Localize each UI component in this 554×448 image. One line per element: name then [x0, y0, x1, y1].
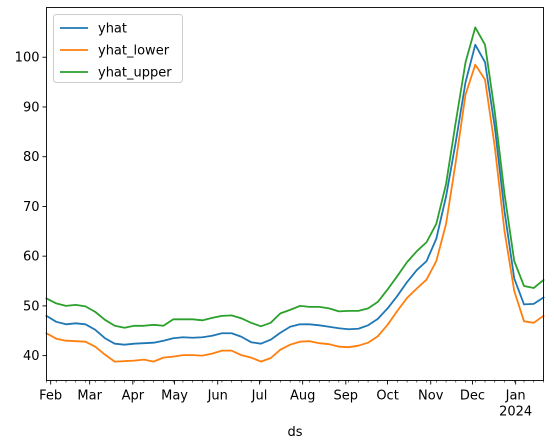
x-axis-title: ds — [287, 425, 302, 440]
x-tick-label: May — [161, 389, 188, 404]
x-tick-label: Mar — [77, 389, 102, 404]
series-line-yhat — [45, 43, 545, 346]
series-line-yhat-upper — [45, 26, 545, 329]
x-tick-label: Dec — [460, 389, 485, 404]
x-tick-label: Oct — [376, 389, 398, 404]
y-tick-label: 60 — [23, 250, 40, 265]
series-line-yhat-lower — [45, 63, 545, 363]
x-tick-label: Jun — [207, 389, 228, 404]
x-tick-label: Sep — [334, 389, 359, 404]
legend: yhat yhat_lower yhat_upper — [53, 14, 183, 83]
y-tick-label: 80 — [23, 150, 40, 165]
y-tick-label: 100 — [15, 51, 40, 66]
plot-area-frame — [46, 7, 544, 381]
y-tick-label: 40 — [23, 349, 40, 364]
x-tick-sublabel: 2024 — [499, 405, 532, 420]
y-axis: 40 50 60 70 80 90 100 — [15, 51, 47, 364]
y-tick-label: 50 — [23, 299, 40, 314]
x-tick-label: Nov — [418, 389, 444, 404]
y-tick-label: 70 — [23, 200, 40, 215]
legend-label-yhat: yhat — [98, 22, 127, 37]
x-tick-label: Jul — [251, 389, 268, 404]
legend-label-yhat-upper: yhat_upper — [98, 66, 172, 81]
x-tick-label: Aug — [290, 389, 315, 404]
y-tick-label: 90 — [23, 100, 40, 115]
legend-frame — [53, 14, 183, 83]
x-tick-label: Feb — [39, 389, 62, 404]
series-group — [45, 26, 545, 363]
x-tick-label: Apr — [122, 389, 145, 404]
legend-label-yhat-lower: yhat_lower — [98, 44, 170, 59]
x-tick-label: Jan — [505, 389, 526, 404]
